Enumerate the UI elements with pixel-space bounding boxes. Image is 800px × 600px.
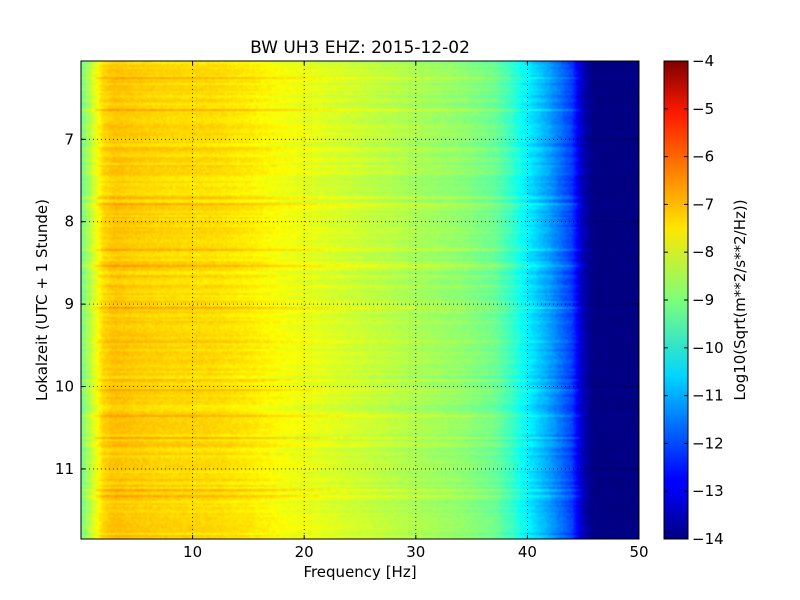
y-tick-label: 7	[64, 130, 74, 148]
x-axis-label: Frequency [Hz]	[303, 563, 416, 581]
y-tick-label: 8	[64, 213, 74, 231]
x-tick-label: 20	[295, 543, 314, 561]
x-tick-label: 40	[518, 543, 537, 561]
x-axis-ticks: 10 20 30 40 50	[183, 61, 649, 561]
colorbar-tick-label: −8	[692, 243, 714, 261]
y-tick-label: 9	[64, 295, 74, 313]
plot-frame	[80, 60, 640, 540]
colorbar-tick-label: −11	[692, 387, 724, 405]
grid-lines	[81, 61, 639, 539]
colorbar-tick-label: −9	[692, 291, 714, 309]
colorbar-tick-label: −10	[692, 339, 724, 357]
colorbar-tick-label: −6	[692, 148, 714, 166]
colorbar-tick-label: −4	[692, 52, 714, 70]
colorbar-label: Log10(Sqrt(m**2/s**2/Hz))	[731, 199, 749, 400]
y-axis-label: Lokalzeit (UTC + 1 Stunde)	[33, 199, 51, 401]
x-tick-label: 10	[183, 543, 202, 561]
colorbar: −4 −5 −6 −7 −8 −9 −10 −11 −12 −13 −14	[663, 52, 724, 548]
y-tick-label: 11	[55, 460, 74, 478]
y-axis-ticks: 7 8 9 10 11	[55, 130, 639, 478]
spectrogram-plot: 10 20 30 40 50 7 8 9 10 11	[55, 60, 649, 561]
colorbar-tick-label: −13	[692, 482, 724, 500]
colorbar-tick-label: −7	[692, 195, 714, 213]
colorbar-tick-label: −12	[692, 434, 724, 452]
x-tick-label: 30	[406, 543, 425, 561]
colorbar-tick-label: −5	[692, 100, 714, 118]
x-tick-label: 50	[629, 543, 648, 561]
spectrogram-heatmap	[81, 61, 639, 539]
colorbar-ticks: −4 −5 −6 −7 −8 −9 −10 −11 −12 −13 −14	[664, 52, 724, 548]
y-tick-label: 10	[55, 378, 74, 396]
chart-title: BW UH3 EHZ: 2015-12-02	[250, 38, 470, 58]
colorbar-tick-label: −14	[692, 530, 724, 548]
